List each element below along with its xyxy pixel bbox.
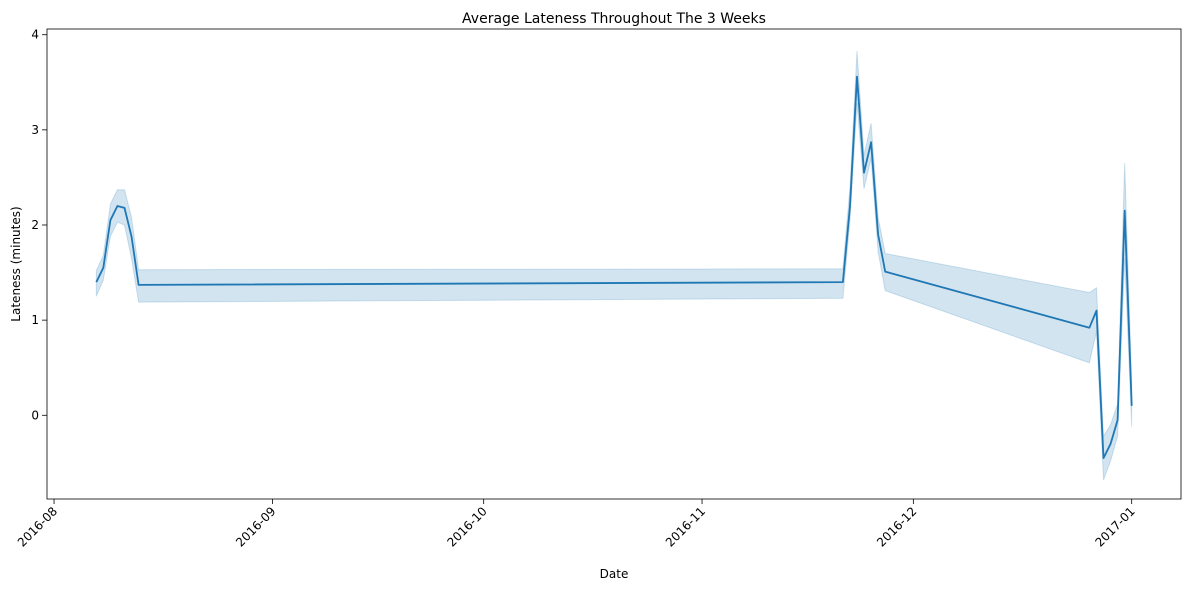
x-tick-label: 2016-10	[444, 504, 489, 549]
x-tick-label: 2017-01	[1092, 504, 1137, 549]
y-tick-label: 3	[31, 123, 39, 137]
x-tick-label: 2016-09	[233, 504, 278, 549]
y-tick-label: 0	[31, 408, 39, 422]
x-axis: 2016-08 2016-09 2016-10 2016-11 2016-12 2017-…	[15, 499, 1138, 550]
chart-title: Average Lateness Throughout The 3 Weeks	[462, 11, 766, 27]
y-axis: 0 1 2 3 4	[31, 28, 47, 422]
y-tick-label: 2	[31, 218, 39, 232]
plot-frame	[46, 28, 1182, 500]
series-line-layer	[95, 75, 1133, 460]
x-tick-label: 2016-08	[15, 504, 60, 549]
confidence-band-layer	[95, 50, 1133, 481]
x-tick-label: 2016-12	[874, 504, 919, 549]
y-tick-label: 1	[31, 313, 39, 327]
x-tick-label: 2016-11	[663, 504, 708, 549]
confidence-band-0	[95, 50, 1133, 481]
x-axis-label: Date	[600, 567, 629, 581]
y-tick-label: 4	[31, 28, 39, 42]
series-line-0	[95, 75, 1133, 460]
y-axis-label: Lateness (minutes)	[9, 206, 23, 321]
